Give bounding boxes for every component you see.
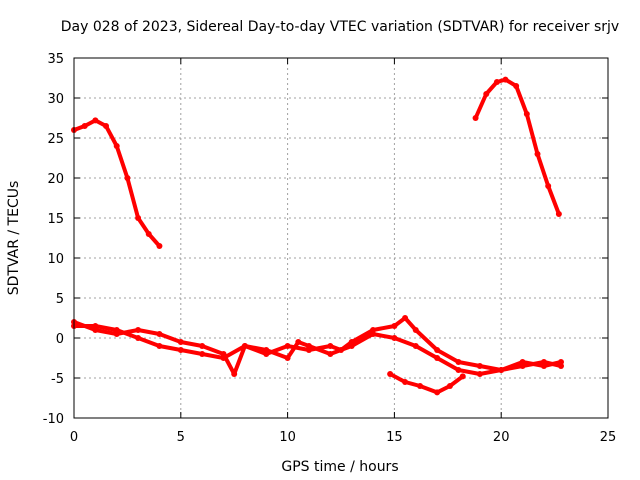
data-point <box>231 371 238 377</box>
x-tick-label: 20 <box>493 430 510 445</box>
data-point <box>540 363 547 369</box>
data-point <box>455 367 462 373</box>
x-axis-label: GPS time / hours <box>281 459 398 475</box>
data-point <box>156 243 163 249</box>
series-line <box>388 372 465 395</box>
data-point <box>305 343 312 349</box>
data-point <box>177 339 184 345</box>
data-point <box>519 359 526 365</box>
data-point <box>434 389 441 396</box>
y-tick-label: 25 <box>47 132 64 147</box>
series-line <box>72 320 563 376</box>
data-point <box>113 331 120 337</box>
data-point <box>263 347 270 353</box>
series-4 <box>387 371 466 396</box>
y-tick-label: 5 <box>56 292 64 307</box>
data-point <box>220 351 227 357</box>
data-point <box>402 379 409 385</box>
data-point <box>513 83 520 89</box>
y-tick-label: 0 <box>56 332 64 347</box>
data-point <box>459 373 466 380</box>
data-point <box>483 91 490 97</box>
data-point <box>124 175 131 181</box>
data-point <box>327 351 334 357</box>
data-point <box>327 343 334 349</box>
data-point <box>417 383 424 389</box>
data-point <box>348 343 355 349</box>
data-point <box>199 343 206 349</box>
data-point <box>502 76 509 83</box>
data-point <box>103 123 110 129</box>
data-point <box>555 211 562 217</box>
y-tick-label: 10 <box>47 252 64 267</box>
x-tick-label: 25 <box>600 430 617 445</box>
data-point <box>156 343 163 349</box>
y-tick-label: 15 <box>47 212 64 227</box>
data-point <box>472 115 479 121</box>
y-axis: -10 -5 0 5 10 15 20 25 30 35 <box>43 52 608 427</box>
plot-series <box>71 76 565 396</box>
data-point <box>498 367 505 373</box>
data-point <box>402 315 409 321</box>
data-point <box>199 351 206 357</box>
x-tick-label: 15 <box>386 430 403 445</box>
series-line <box>72 316 563 372</box>
data-point <box>455 359 462 365</box>
x-tick-label: 0 <box>70 430 78 445</box>
data-point <box>177 347 184 353</box>
data-point <box>145 231 152 237</box>
plot-frame <box>73 57 609 419</box>
data-point <box>545 183 552 189</box>
data-point <box>135 335 142 341</box>
data-point <box>241 343 248 349</box>
data-point <box>92 117 99 124</box>
data-point <box>284 343 291 349</box>
x-axis: 0 5 10 15 20 25 <box>70 58 616 445</box>
y-tick-label: 20 <box>47 172 64 187</box>
series-line <box>72 118 162 248</box>
data-point <box>135 327 142 333</box>
data-point <box>476 363 483 369</box>
data-point <box>476 371 483 377</box>
series-2 <box>71 315 565 373</box>
series-line <box>473 77 561 216</box>
data-point <box>391 323 398 329</box>
y-tick-label: -5 <box>51 372 64 387</box>
data-point <box>412 343 419 349</box>
data-point <box>534 151 541 157</box>
series-0 <box>71 117 163 249</box>
x-tick-label: 10 <box>279 430 296 445</box>
data-point <box>370 331 377 337</box>
data-point <box>295 339 302 345</box>
data-point <box>446 383 453 389</box>
data-point <box>493 79 500 85</box>
chart-title: Day 028 of 2023, Sidereal Day-to-day VTE… <box>61 19 619 35</box>
x-tick-label: 5 <box>177 430 185 445</box>
data-point <box>156 331 163 337</box>
data-point <box>523 111 530 117</box>
data-point <box>434 355 441 361</box>
y-tick-label: -10 <box>43 412 64 427</box>
data-point <box>113 143 120 149</box>
y-tick-label: 35 <box>47 52 64 67</box>
data-point <box>284 355 291 361</box>
data-point <box>81 123 88 129</box>
data-point <box>135 215 142 221</box>
y-axis-label: SDTVAR / TECUs <box>6 181 22 296</box>
data-point <box>412 327 419 333</box>
y-tick-label: 30 <box>47 92 64 107</box>
series-1 <box>472 76 562 217</box>
data-point <box>92 327 99 333</box>
data-point <box>558 359 565 365</box>
data-point <box>434 347 441 353</box>
data-point <box>387 371 394 377</box>
data-point <box>391 335 398 341</box>
